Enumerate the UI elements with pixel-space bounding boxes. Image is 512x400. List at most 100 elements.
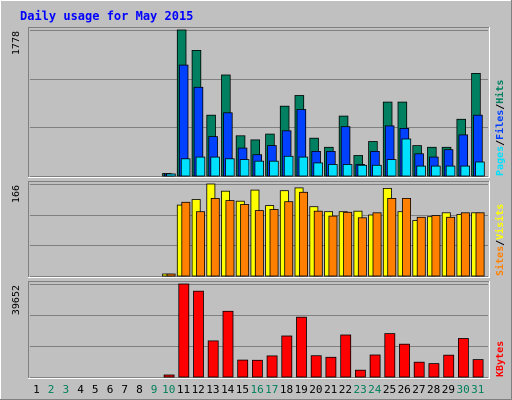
bar-pages-day-30 bbox=[460, 165, 470, 177]
bar-kbytes-day-21 bbox=[325, 356, 337, 378]
x-tick-label-day-7: 7 bbox=[121, 383, 128, 396]
bar-pages-day-31 bbox=[475, 161, 485, 177]
bar-pages-day-16 bbox=[254, 160, 264, 177]
bar-sites-day-28 bbox=[431, 215, 441, 277]
legend-entry-sites: Sites bbox=[494, 246, 506, 276]
chart-title: Daily usage for May 2015 bbox=[20, 9, 193, 23]
panel-legend: Sites/Visits bbox=[494, 204, 506, 276]
bar-sites-day-13 bbox=[210, 197, 220, 277]
legend-separator: / bbox=[495, 240, 506, 246]
x-tick-label-day-28: 28 bbox=[427, 383, 440, 396]
bar-pages-day-13 bbox=[210, 156, 220, 177]
bar-pages-day-24 bbox=[372, 164, 382, 177]
bar-pages-day-27 bbox=[416, 165, 426, 177]
bar-kbytes-day-23 bbox=[354, 369, 366, 378]
legend-entry-visits: Visits bbox=[494, 204, 506, 240]
bar-pages-day-28 bbox=[431, 165, 441, 177]
bar-kbytes-day-16 bbox=[251, 359, 263, 378]
bar-sites-day-18 bbox=[284, 201, 294, 277]
bar-sites-day-10 bbox=[166, 273, 176, 277]
bar-pages-day-21 bbox=[328, 164, 338, 177]
x-tick-label-day-4: 4 bbox=[77, 383, 84, 396]
x-tick-label-day-29: 29 bbox=[442, 383, 455, 396]
panel-max-label: 166 bbox=[11, 185, 22, 203]
bar-pages-day-12 bbox=[195, 156, 206, 177]
bar-pages-day-29 bbox=[445, 165, 456, 177]
bar-kbytes-day-18 bbox=[281, 335, 293, 378]
x-tick-label-day-12: 12 bbox=[192, 383, 205, 396]
bar-sites-day-17 bbox=[269, 209, 279, 277]
x-tick-label-day-11: 11 bbox=[177, 383, 190, 396]
bar-kbytes-day-20 bbox=[310, 355, 322, 378]
bar-sites-day-24 bbox=[372, 212, 382, 277]
bar-kbytes-day-26 bbox=[399, 343, 410, 378]
bar-sites-day-19 bbox=[299, 191, 309, 277]
bar-sites-day-15 bbox=[240, 204, 250, 277]
bar-kbytes-day-28 bbox=[428, 363, 440, 378]
panel-visits-sites: 166 Sites/Visits bbox=[11, 181, 506, 278]
x-tick-label-day-30: 30 bbox=[456, 383, 469, 396]
bar-sites-day-16 bbox=[254, 210, 264, 277]
bar-sites-day-31 bbox=[475, 212, 485, 277]
x-tick-label-day-25: 25 bbox=[383, 383, 396, 396]
bar-pages-day-15 bbox=[239, 159, 250, 177]
panel-legend: KBytes bbox=[495, 341, 506, 377]
bar-pages-day-20 bbox=[313, 162, 323, 177]
x-tick-label-day-13: 13 bbox=[206, 383, 219, 396]
bar-kbytes-day-14 bbox=[222, 310, 234, 378]
bar-kbytes-day-19 bbox=[296, 316, 307, 378]
bar-sites-day-29 bbox=[446, 216, 456, 277]
bar-kbytes-day-29 bbox=[443, 354, 455, 378]
x-tick-label-day-15: 15 bbox=[236, 383, 249, 396]
x-tick-label-day-31: 31 bbox=[471, 383, 484, 396]
bar-pages-day-14 bbox=[225, 158, 235, 177]
bar-kbytes-day-31 bbox=[472, 359, 484, 378]
bar-kbytes-day-24 bbox=[369, 354, 381, 378]
x-tick-label-day-8: 8 bbox=[136, 383, 143, 396]
x-tick-label-day-24: 24 bbox=[368, 383, 382, 396]
bar-kbytes-day-10 bbox=[163, 374, 175, 378]
bar-pages-day-18 bbox=[283, 155, 294, 177]
x-tick-label-day-6: 6 bbox=[107, 383, 114, 396]
x-tick-label-day-19: 19 bbox=[295, 383, 308, 396]
x-tick-label-day-20: 20 bbox=[309, 383, 322, 396]
bar-pages-day-11 bbox=[180, 158, 191, 177]
bar-sites-day-12 bbox=[196, 211, 206, 277]
bar-pages-day-22 bbox=[342, 164, 353, 177]
x-tick-label-day-2: 2 bbox=[48, 383, 55, 396]
bar-kbytes-day-11 bbox=[178, 283, 190, 378]
panel-legend: Pages/Files/Hits bbox=[494, 80, 506, 176]
bar-kbytes-day-15 bbox=[237, 359, 249, 378]
x-tick-label-day-14: 14 bbox=[221, 383, 235, 396]
bar-sites-day-23 bbox=[357, 217, 367, 277]
bar-kbytes-day-27 bbox=[413, 361, 425, 378]
x-tick-label-day-5: 5 bbox=[92, 383, 99, 396]
x-tick-label-day-17: 17 bbox=[265, 383, 278, 396]
bar-kbytes-day-13 bbox=[207, 340, 219, 378]
x-tick-label-day-3: 3 bbox=[62, 383, 69, 396]
x-tick-label-day-18: 18 bbox=[280, 383, 293, 396]
bar-sites-day-27 bbox=[416, 216, 426, 277]
bar-pages-day-25 bbox=[386, 159, 397, 177]
bar-pages-day-10 bbox=[166, 173, 176, 177]
bar-kbytes-day-22 bbox=[340, 334, 352, 378]
bar-sites-day-21 bbox=[328, 215, 338, 277]
bar-pages-day-19 bbox=[298, 156, 309, 177]
legend-entry-files: Files bbox=[494, 110, 506, 140]
bar-kbytes-day-12 bbox=[193, 290, 204, 378]
x-tick-label-day-26: 26 bbox=[398, 383, 411, 396]
legend-separator: / bbox=[495, 140, 506, 146]
legend-entry-kbytes: KBytes bbox=[495, 341, 506, 377]
bar-pages-day-17 bbox=[269, 160, 279, 177]
bar-kbytes-day-17 bbox=[266, 355, 278, 378]
bar-kbytes-day-25 bbox=[384, 333, 396, 378]
x-tick-label-day-22: 22 bbox=[339, 383, 352, 396]
x-tick-label-day-10: 10 bbox=[162, 383, 175, 396]
x-tick-label-day-1: 1 bbox=[33, 383, 40, 396]
legend-entry-pages: Pages bbox=[495, 146, 506, 176]
bar-kbytes-day-30 bbox=[457, 338, 469, 378]
bar-sites-day-14 bbox=[225, 200, 235, 277]
bar-sites-day-26 bbox=[402, 197, 412, 277]
